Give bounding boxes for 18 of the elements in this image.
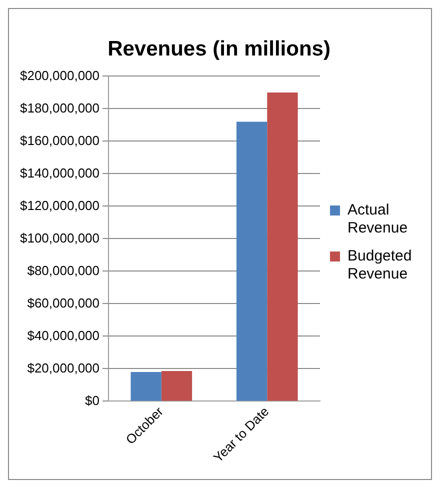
legend-label: Budgeted Revenue xyxy=(348,248,412,283)
y-tick-label: $60,000,000 xyxy=(27,295,100,310)
y-tick-label: $20,000,000 xyxy=(27,360,100,376)
y-tick-label: $80,000,000 xyxy=(27,262,100,278)
y-tick-label: $160,000,000 xyxy=(20,132,100,148)
y-tick-label: $120,000,000 xyxy=(20,198,100,213)
bar xyxy=(161,370,192,401)
y-tick-label: $0 xyxy=(85,392,100,408)
y-tick-label: $140,000,000 xyxy=(20,165,100,180)
y-tick-label: $40,000,000 xyxy=(27,328,100,343)
legend-label: Actual Revenue xyxy=(348,202,408,237)
bar xyxy=(267,92,298,401)
y-tick-label: $200,000,000 xyxy=(20,68,100,83)
bar xyxy=(130,372,162,401)
bar xyxy=(236,122,268,401)
y-tick-label: $180,000,000 xyxy=(20,100,100,116)
y-tick-label: $100,000,000 xyxy=(20,230,100,246)
chart-title: Revenues (in millions) xyxy=(108,37,330,60)
